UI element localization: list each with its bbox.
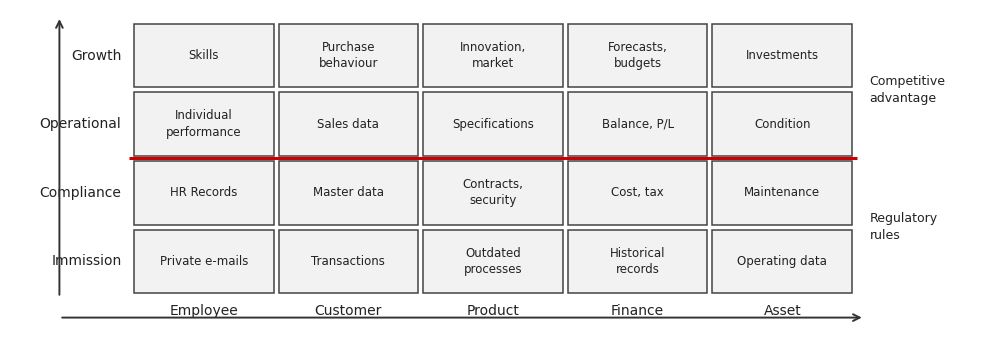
Text: Contracts,
security: Contracts, security [462,178,524,207]
Text: Transactions: Transactions [311,255,385,268]
Text: Condition: Condition [754,118,810,131]
Text: Competitive
advantage: Competitive advantage [869,75,946,105]
Text: Operating data: Operating data [737,255,827,268]
FancyBboxPatch shape [423,161,563,224]
Text: Outdated
processes: Outdated processes [463,246,523,276]
Text: Investments: Investments [746,49,819,62]
FancyBboxPatch shape [712,229,852,293]
Text: Cost, tax: Cost, tax [612,186,664,199]
Text: Maintenance: Maintenance [744,186,820,199]
FancyBboxPatch shape [279,161,418,224]
FancyBboxPatch shape [279,229,418,293]
FancyBboxPatch shape [134,24,274,87]
Text: Operational: Operational [40,117,122,131]
FancyBboxPatch shape [423,92,563,156]
Text: Finance: Finance [612,304,664,318]
Text: Balance, P/L: Balance, P/L [602,118,674,131]
FancyBboxPatch shape [134,229,274,293]
Text: Innovation,
market: Innovation, market [459,41,527,70]
FancyBboxPatch shape [423,24,563,87]
FancyBboxPatch shape [712,92,852,156]
Text: Specifications: Specifications [453,118,534,131]
Text: Compliance: Compliance [40,186,122,200]
FancyBboxPatch shape [279,92,418,156]
Text: Customer: Customer [315,304,382,318]
FancyBboxPatch shape [134,92,274,156]
FancyBboxPatch shape [279,24,418,87]
Text: Master data: Master data [313,186,384,199]
FancyBboxPatch shape [712,24,852,87]
FancyBboxPatch shape [568,24,707,87]
Text: HR Records: HR Records [170,186,237,199]
Text: Individual
performance: Individual performance [166,109,241,139]
Text: Regulatory
rules: Regulatory rules [869,212,938,242]
Text: Immission: Immission [51,254,122,268]
FancyBboxPatch shape [568,161,707,224]
FancyBboxPatch shape [423,229,563,293]
FancyBboxPatch shape [568,92,707,156]
Text: Forecasts,
budgets: Forecasts, budgets [608,41,668,70]
Text: Product: Product [466,304,520,318]
Text: Employee: Employee [169,304,238,318]
Text: Sales data: Sales data [317,118,379,131]
Text: Asset: Asset [764,304,801,318]
Text: Private e-mails: Private e-mails [159,255,248,268]
Text: Growth: Growth [71,48,122,63]
Text: Purchase
behaviour: Purchase behaviour [318,41,378,70]
Text: Skills: Skills [189,49,219,62]
Text: Historical
records: Historical records [610,246,665,276]
FancyBboxPatch shape [134,161,274,224]
FancyBboxPatch shape [712,161,852,224]
FancyBboxPatch shape [568,229,707,293]
